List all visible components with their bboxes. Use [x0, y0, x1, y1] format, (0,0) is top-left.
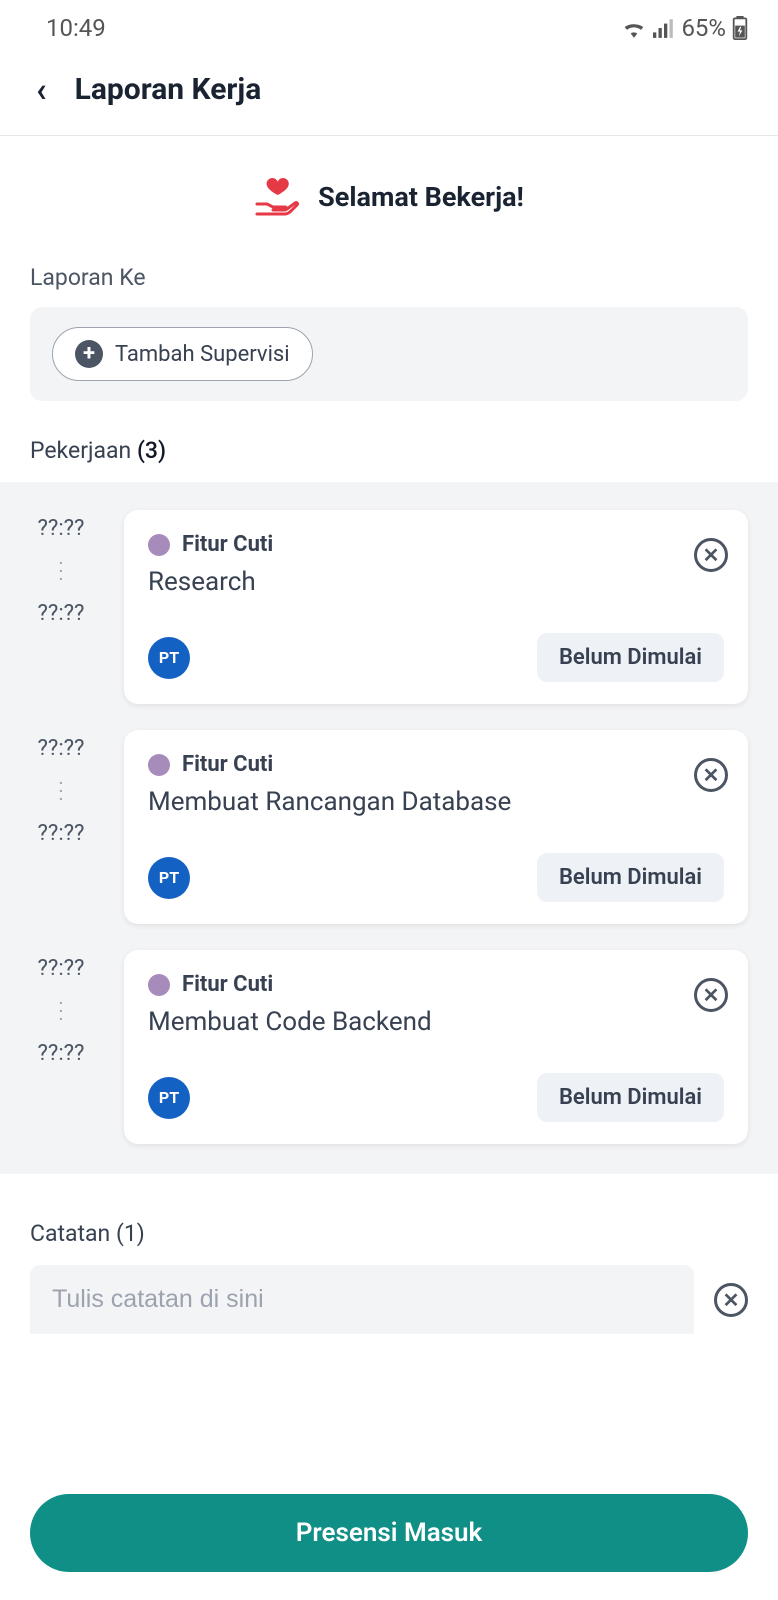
- task-row: ??:?? ··· ??:?? Fitur Cuti Membuat Code …: [22, 950, 748, 1144]
- assignee-badge[interactable]: PT: [148, 857, 190, 899]
- tasks-area: ??:?? ··· ??:?? Fitur Cuti Research ✕ PT…: [0, 482, 778, 1174]
- task-category: Fitur Cuti: [182, 532, 273, 557]
- task-category-row: Fitur Cuti: [148, 532, 724, 557]
- status-badge: Belum Dimulai: [537, 853, 724, 902]
- task-card[interactable]: Fitur Cuti Membuat Rancangan Database ✕ …: [124, 730, 748, 924]
- vertical-dots-icon: ···: [58, 999, 63, 1023]
- add-supervisor-label: Tambah Supervisi: [115, 342, 290, 367]
- vertical-dots-icon: ···: [58, 779, 63, 803]
- task-category-row: Fitur Cuti: [148, 752, 724, 777]
- status-right: 65%: [621, 14, 748, 42]
- task-start-time: ??:??: [38, 516, 85, 541]
- status-badge: Belum Dimulai: [537, 1073, 724, 1122]
- battery-percent: 65%: [681, 14, 726, 42]
- assignee-badge[interactable]: PT: [148, 1077, 190, 1119]
- plus-icon: +: [75, 340, 103, 368]
- greeting-text: Selamat Bekerja!: [318, 181, 524, 213]
- status-time: 10:49: [46, 14, 106, 42]
- wifi-icon: [621, 18, 647, 38]
- task-end-time: ??:??: [38, 821, 85, 846]
- notes-input[interactable]: [30, 1265, 694, 1334]
- status-badge: Belum Dimulai: [537, 633, 724, 682]
- close-icon[interactable]: ✕: [694, 758, 728, 792]
- task-card-footer: PT Belum Dimulai: [148, 853, 724, 902]
- battery-icon: [732, 16, 748, 40]
- task-time-col: ??:?? ··· ??:??: [22, 730, 100, 924]
- category-dot-icon: [148, 974, 170, 996]
- task-time-col: ??:?? ··· ??:??: [22, 510, 100, 704]
- task-title: Membuat Code Backend: [148, 1007, 724, 1037]
- assignee-badge[interactable]: PT: [148, 637, 190, 679]
- task-category: Fitur Cuti: [182, 972, 273, 997]
- back-icon[interactable]: ‹: [36, 73, 47, 107]
- task-category-row: Fitur Cuti: [148, 972, 724, 997]
- notes-row: ✕: [0, 1265, 778, 1334]
- task-end-time: ??:??: [38, 1041, 85, 1066]
- task-card-footer: PT Belum Dimulai: [148, 633, 724, 682]
- task-card[interactable]: Fitur Cuti Research ✕ PT Belum Dimulai: [124, 510, 748, 704]
- close-icon[interactable]: ✕: [694, 538, 728, 572]
- task-end-time: ??:??: [38, 601, 85, 626]
- task-title: Membuat Rancangan Database: [148, 787, 724, 817]
- task-time-col: ??:?? ··· ??:??: [22, 950, 100, 1144]
- close-icon[interactable]: ✕: [694, 978, 728, 1012]
- task-card[interactable]: Fitur Cuti Membuat Code Backend ✕ PT Bel…: [124, 950, 748, 1144]
- task-start-time: ??:??: [38, 956, 85, 981]
- task-row: ??:?? ··· ??:?? Fitur Cuti Research ✕ PT…: [22, 510, 748, 704]
- category-dot-icon: [148, 754, 170, 776]
- task-card-footer: PT Belum Dimulai: [148, 1073, 724, 1122]
- status-bar: 10:49 65%: [0, 0, 778, 52]
- supervisor-label: Laporan Ke: [0, 264, 778, 307]
- submit-button[interactable]: Presensi Masuk: [30, 1494, 748, 1572]
- app-header: ‹ Laporan Kerja: [0, 52, 778, 135]
- tasks-label: Pekerjaan (3): [0, 437, 778, 482]
- task-row: ??:?? ··· ??:?? Fitur Cuti Membuat Ranca…: [22, 730, 748, 924]
- notes-label: Catatan (1): [0, 1174, 778, 1265]
- close-icon[interactable]: ✕: [714, 1283, 748, 1317]
- greeting: Selamat Bekerja!: [0, 136, 778, 264]
- supervisor-box: + Tambah Supervisi: [30, 307, 748, 401]
- hand-heart-icon: [254, 176, 300, 218]
- task-start-time: ??:??: [38, 736, 85, 761]
- task-title: Research: [148, 567, 724, 597]
- signal-icon: [653, 18, 675, 38]
- vertical-dots-icon: ···: [58, 559, 63, 583]
- page-title: Laporan Kerja: [75, 72, 262, 107]
- category-dot-icon: [148, 534, 170, 556]
- add-supervisor-button[interactable]: + Tambah Supervisi: [52, 327, 313, 381]
- task-category: Fitur Cuti: [182, 752, 273, 777]
